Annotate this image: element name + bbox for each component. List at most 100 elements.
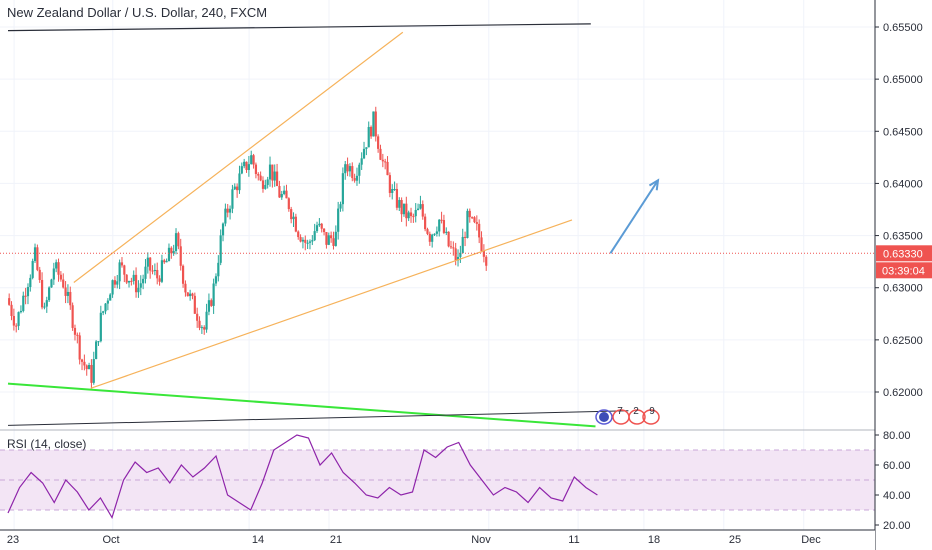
candle[interactable]: [424, 216, 427, 230]
candle[interactable]: [306, 242, 309, 244]
candle[interactable]: [280, 194, 283, 198]
candle[interactable]: [431, 234, 434, 242]
candle[interactable]: [174, 233, 178, 252]
candle[interactable]: [245, 161, 248, 170]
candle[interactable]: [301, 239, 305, 242]
candle[interactable]: [19, 310, 23, 313]
candle[interactable]: [139, 283, 142, 288]
candle[interactable]: [165, 261, 168, 263]
candle[interactable]: [137, 287, 140, 293]
candle[interactable]: [210, 300, 213, 306]
candle[interactable]: [313, 231, 316, 241]
candle[interactable]: [386, 161, 389, 176]
candle[interactable]: [207, 300, 211, 312]
candle[interactable]: [416, 208, 420, 211]
candle[interactable]: [351, 166, 354, 179]
candle[interactable]: [264, 184, 267, 189]
candle[interactable]: [426, 229, 429, 234]
candle[interactable]: [428, 233, 431, 242]
candle[interactable]: [167, 247, 171, 262]
candle[interactable]: [283, 190, 286, 195]
candle[interactable]: [485, 256, 488, 266]
candle[interactable]: [221, 223, 225, 236]
candle[interactable]: [228, 208, 232, 213]
candle[interactable]: [120, 262, 124, 266]
candle[interactable]: [358, 164, 361, 176]
candle[interactable]: [191, 293, 194, 296]
candle[interactable]: [69, 291, 72, 306]
candle[interactable]: [29, 277, 32, 288]
event-flag-icon[interactable]: [599, 412, 609, 422]
candles[interactable]: [8, 106, 488, 389]
candle[interactable]: [205, 311, 208, 330]
candle[interactable]: [146, 257, 149, 267]
candle[interactable]: [435, 231, 438, 234]
candle[interactable]: [257, 173, 260, 176]
candle[interactable]: [456, 256, 460, 261]
candle[interactable]: [231, 189, 234, 209]
candle[interactable]: [275, 171, 279, 187]
candle[interactable]: [163, 260, 166, 263]
black-top-line[interactable]: [7, 23, 591, 32]
candle[interactable]: [149, 257, 152, 271]
candle[interactable]: [339, 204, 342, 209]
candle[interactable]: [226, 208, 229, 213]
candle[interactable]: [259, 175, 262, 181]
candle[interactable]: [400, 200, 403, 215]
candle[interactable]: [377, 136, 380, 149]
candle[interactable]: [454, 248, 457, 261]
candle[interactable]: [73, 327, 77, 335]
candle[interactable]: [153, 269, 156, 272]
green-line[interactable]: [7, 382, 596, 428]
candle[interactable]: [475, 222, 478, 224]
candle[interactable]: [379, 148, 382, 160]
candle[interactable]: [38, 269, 41, 280]
candle[interactable]: [76, 334, 79, 336]
candle[interactable]: [132, 274, 135, 282]
candle[interactable]: [40, 279, 44, 308]
candle[interactable]: [459, 253, 462, 257]
candle[interactable]: [393, 188, 396, 190]
candle[interactable]: [252, 155, 255, 165]
candle[interactable]: [473, 217, 476, 223]
candle[interactable]: [55, 262, 58, 269]
candle[interactable]: [407, 212, 410, 219]
candle[interactable]: [337, 208, 340, 232]
candle[interactable]: [318, 223, 321, 226]
candle[interactable]: [268, 164, 272, 180]
candle[interactable]: [325, 232, 328, 245]
candle[interactable]: [438, 219, 441, 232]
candle[interactable]: [106, 300, 109, 304]
trend-lines[interactable]: [7, 23, 660, 428]
candle[interactable]: [409, 212, 413, 217]
candle[interactable]: [440, 219, 443, 221]
candle[interactable]: [217, 262, 220, 277]
candle[interactable]: [332, 238, 335, 246]
candle[interactable]: [87, 365, 91, 370]
candle[interactable]: [278, 186, 281, 198]
candle[interactable]: [374, 111, 377, 137]
candle[interactable]: [353, 178, 356, 181]
candle[interactable]: [193, 295, 196, 314]
time-axis[interactable]: 23 Oct 14 21 Nov 11 18 25 Dec: [0, 529, 875, 550]
candle[interactable]: [395, 188, 399, 208]
candle[interactable]: [254, 164, 258, 174]
candle[interactable]: [266, 179, 269, 185]
candle[interactable]: [200, 327, 203, 329]
candle[interactable]: [177, 233, 180, 247]
candle[interactable]: [402, 203, 406, 215]
candle[interactable]: [189, 293, 192, 297]
candle[interactable]: [348, 166, 352, 172]
candle[interactable]: [421, 204, 424, 217]
candle[interactable]: [123, 265, 126, 275]
candle[interactable]: [369, 126, 373, 137]
candle[interactable]: [273, 171, 276, 181]
candle[interactable]: [433, 233, 436, 235]
candle[interactable]: [170, 247, 173, 254]
candle[interactable]: [330, 235, 333, 239]
candle[interactable]: [78, 335, 81, 360]
candle[interactable]: [233, 186, 236, 190]
candle[interactable]: [346, 164, 349, 172]
candle[interactable]: [43, 306, 46, 308]
candle[interactable]: [224, 208, 227, 224]
